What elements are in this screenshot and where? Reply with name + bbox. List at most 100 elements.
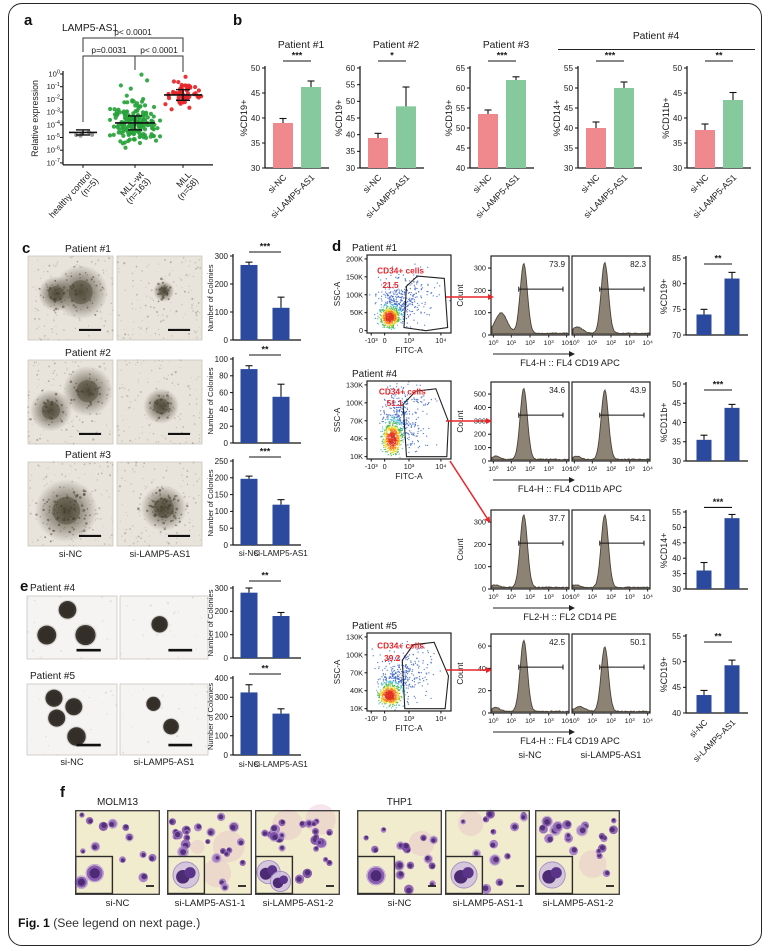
colony-image-svg (116, 255, 203, 341)
svg-text:10⁴: 10⁴ (561, 466, 572, 473)
svg-text:300: 300 (215, 693, 229, 702)
svg-text:10²: 10² (606, 466, 617, 473)
svg-text:**: ** (261, 345, 269, 355)
svg-text:100: 100 (48, 69, 60, 78)
bar-chart-b-patient3: 40 45 50 55 60 65 %CD19+ *** Patient #3 si-NC si-L… (444, 28, 552, 240)
panel-e-img-label-sinc: si-NC (60, 757, 84, 767)
stain-image-svg (74, 810, 160, 895)
flow-axis-label-row1: FL4-H :: FL4 CD19 APC (520, 358, 620, 368)
svg-text:10³: 10³ (404, 714, 415, 723)
flow-scatter-row4-svg: 130K 100K 70K 40K 10K SSC-A -10³ 0 10³ 10⁴ FITC-A C… (333, 632, 452, 733)
svg-text:%CD19+: %CD19+ (444, 99, 454, 136)
svg-text:40: 40 (219, 405, 228, 414)
svg-text:SSC-A: SSC-A (333, 407, 342, 432)
colony-image-c2-sinc (27, 359, 114, 445)
svg-text:50: 50 (251, 64, 261, 73)
svg-text:45: 45 (456, 144, 466, 153)
svg-text:100: 100 (215, 355, 229, 364)
svg-text:0: 0 (383, 714, 387, 723)
panel-f-label-t-sinc: si-NC (387, 898, 412, 909)
svg-text:80: 80 (219, 372, 228, 381)
svg-text:10⁴: 10⁴ (642, 594, 653, 601)
svg-text:10-7: 10-7 (47, 158, 60, 167)
svg-text:50: 50 (346, 97, 356, 106)
svg-text:10⁴: 10⁴ (435, 714, 446, 723)
svg-text:0: 0 (482, 331, 486, 340)
flow-scatter-patient5: 130K 100K 70K 40K 10K SSC-A -10³ 0 10³ 10⁴ FITC-A C… (330, 620, 462, 748)
svg-text:43.9: 43.9 (630, 386, 646, 395)
panel-d-label: d (332, 238, 342, 255)
svg-text:LAMP5-AS1: LAMP5-AS1 (62, 23, 118, 34)
svg-text:10³: 10³ (625, 594, 636, 601)
svg-text:Number of Colonies: Number of Colonies (206, 469, 215, 536)
svg-text:CD34+ cells: CD34+ cells (377, 266, 424, 276)
panel-f-label-t-si1: si-LAMP5-AS1-1 (452, 898, 524, 909)
svg-text:60: 60 (346, 64, 356, 73)
svg-text:***: *** (260, 242, 271, 252)
bar-chart-d-cd19-p5: 40 45 50 55 %CD19+ ** si-NC si-LAMP5-AS1 (658, 620, 766, 790)
bar-chart-e-patient5: 0 100 200 300 400 Number of Colonies ** si-NC si… (206, 664, 312, 778)
svg-text:82.3: 82.3 (630, 260, 646, 269)
svg-text:si-NC: si-NC (239, 549, 260, 558)
svg-text:10¹: 10¹ (506, 718, 517, 725)
panel-c-label: c (22, 240, 31, 257)
colony-image-c3-silamp5 (116, 461, 203, 547)
flow-histograms-row4-svg: Count 42.5 10⁰ 10¹ 10² 10³ 10⁴ 50.1 10⁰ 10¹ 10² 10³… (455, 633, 653, 735)
svg-text:45: 45 (673, 89, 683, 98)
svg-text:45: 45 (672, 683, 681, 692)
svg-text:21.5: 21.5 (382, 280, 399, 290)
svg-text:%CD14+: %CD14+ (659, 533, 669, 568)
svg-text:130K: 130K (346, 632, 363, 641)
figure-caption-text: (See legend on next page.) (49, 916, 201, 930)
svg-text:10¹: 10¹ (587, 466, 598, 473)
svg-text:Relative expression: Relative expression (30, 80, 40, 157)
flow-axis-label-row4: FL4-H :: FL4 CD19 APC (520, 736, 620, 746)
svg-text:85: 85 (672, 254, 681, 263)
colony-image-svg (119, 683, 209, 756)
svg-text:54.1: 54.1 (630, 514, 646, 523)
svg-text:60: 60 (219, 388, 228, 397)
svg-text:p< 0.0001: p< 0.0001 (114, 27, 152, 37)
svg-text:FITC-A: FITC-A (395, 471, 423, 481)
svg-text:100K: 100K (346, 290, 363, 299)
svg-text:**: ** (261, 571, 269, 581)
svg-text:45: 45 (346, 114, 356, 123)
svg-text:10¹: 10¹ (587, 594, 598, 601)
svg-text:200: 200 (215, 474, 229, 483)
svg-text:70: 70 (672, 331, 681, 340)
flow-col-label-sinc: si-NC (518, 750, 542, 760)
svg-text:100: 100 (474, 308, 486, 317)
svg-text:10¹: 10¹ (506, 340, 517, 347)
svg-text:10⁰: 10⁰ (569, 593, 580, 601)
svg-text:75: 75 (672, 305, 681, 314)
flow-scatter-patient4: 130K 100K 70K 40K 10K SSC-A -10³ 0 10³ 10⁴ FITC-A C… (330, 368, 462, 496)
svg-text:10⁰: 10⁰ (569, 339, 580, 347)
svg-text:40: 40 (346, 130, 356, 139)
svg-text:40: 40 (564, 124, 574, 133)
svg-text:55: 55 (672, 632, 681, 641)
svg-text:10¹: 10¹ (506, 466, 517, 473)
svg-text:50.1: 50.1 (630, 638, 646, 647)
svg-text:10⁴: 10⁴ (435, 462, 446, 471)
bar-chart-d-cd11b-p4: 30 35 40 45 50 %CD11b+ *** (658, 368, 766, 496)
svg-text:130K: 130K (346, 380, 363, 389)
bar-chart-d-cd19-p1: 70 75 80 85 %CD19+ ** (658, 242, 766, 370)
colony-image-svg (27, 359, 114, 445)
stain-image-thp1-sinc (357, 810, 442, 895)
colony-image-svg (27, 461, 114, 547)
svg-text:30: 30 (672, 457, 681, 466)
svg-text:30: 30 (251, 164, 261, 173)
svg-text:0: 0 (482, 709, 486, 718)
bar-chart-c-patient3: 0 50 100 150 200 250 Number of Colonies *** si-N… (206, 447, 312, 579)
bar-chart-d3-svg: 30 35 40 45 50 55 %CD14+ *** (659, 497, 748, 594)
bar-chart-b-patient2: 30 35 40 45 50 55 60 %CD19+ * Patient #2 si-NC si-L… (334, 28, 442, 240)
colony-image-e2-sinc (26, 683, 118, 756)
svg-text:***: *** (260, 447, 271, 457)
svg-text:100: 100 (215, 630, 229, 639)
stain-image-molm13-si1 (167, 810, 252, 895)
panel-f-label: f (60, 784, 65, 801)
